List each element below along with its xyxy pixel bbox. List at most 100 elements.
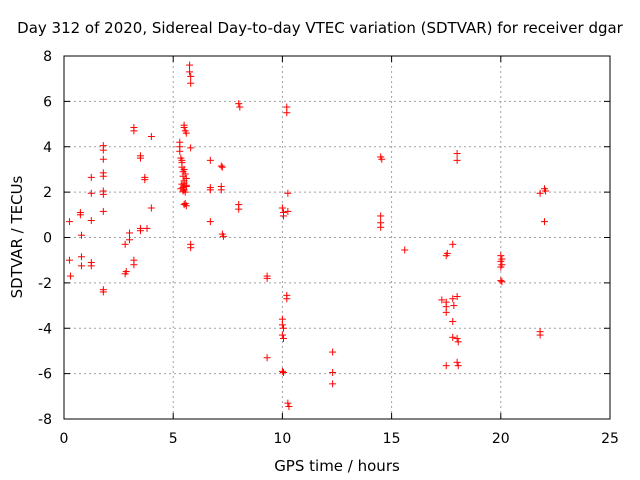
data-point: [454, 362, 462, 370]
data-point: [147, 133, 155, 141]
data-point: [454, 338, 462, 346]
x-tick-label: 10: [273, 431, 291, 447]
data-point: [283, 109, 291, 117]
data-point: [284, 189, 292, 197]
data-point: [218, 163, 226, 171]
x-tick-label: 20: [492, 431, 510, 447]
data-point: [99, 288, 107, 296]
data-point: [329, 368, 337, 376]
data-point: [284, 399, 292, 407]
data-point: [278, 367, 286, 375]
data-point: [438, 296, 446, 304]
y-tick-label: 4: [43, 140, 52, 156]
data-point: [180, 123, 188, 131]
data-point: [99, 207, 107, 215]
data-point: [453, 150, 461, 158]
data-point: [401, 246, 409, 254]
y-tick-label: -8: [38, 412, 52, 428]
data-point: [219, 232, 227, 240]
data-point: [77, 231, 85, 239]
data-point: [279, 334, 287, 342]
x-tick-label: 5: [169, 431, 178, 447]
data-point: [453, 292, 461, 300]
data-point: [279, 212, 287, 220]
y-tick-label: -2: [38, 276, 52, 292]
y-tick-label: 8: [43, 49, 52, 65]
data-point: [65, 218, 73, 226]
data-point: [180, 165, 188, 173]
data-point: [285, 403, 293, 411]
data-point: [498, 278, 506, 286]
data-point: [182, 182, 190, 190]
data-point: [136, 154, 144, 162]
data-point: [206, 186, 214, 194]
data-point: [126, 229, 134, 237]
data-point: [217, 162, 225, 170]
data-points: [65, 61, 550, 411]
data-point: [284, 207, 292, 215]
y-tick-label: 0: [43, 231, 52, 247]
data-point: [442, 362, 450, 370]
data-point: [182, 202, 190, 210]
data-point: [377, 223, 385, 231]
data-point: [186, 61, 194, 69]
data-point: [449, 333, 457, 341]
data-point: [279, 368, 287, 376]
data-point: [278, 321, 286, 329]
data-point: [449, 240, 457, 248]
data-point: [497, 277, 505, 285]
data-point: [77, 262, 85, 270]
grid-lines: [64, 56, 610, 419]
data-point: [147, 204, 155, 212]
x-tick-label: 25: [601, 431, 619, 447]
data-point: [378, 155, 386, 163]
data-point: [77, 253, 85, 261]
data-point: [87, 216, 95, 224]
data-point: [236, 103, 244, 111]
data-point: [182, 175, 190, 183]
y-tick-label: 6: [43, 94, 52, 110]
y-tick-label: -6: [38, 367, 52, 383]
data-point: [99, 155, 107, 163]
data-point: [279, 324, 287, 332]
data-point: [182, 129, 190, 137]
data-point: [87, 173, 95, 181]
data-point: [450, 302, 458, 310]
data-point: [143, 224, 151, 232]
data-point: [87, 189, 95, 197]
x-axis-label: GPS time / hours: [274, 457, 400, 475]
data-point: [453, 156, 461, 164]
data-point: [329, 380, 337, 388]
data-point: [121, 240, 129, 248]
data-point: [449, 317, 457, 325]
data-point: [442, 252, 450, 260]
data-point: [130, 127, 138, 135]
data-point: [99, 172, 107, 180]
axis-ticks: 0 5 10 15 20 25 -8 -6 -4 -2 0 2 4 6 8: [38, 49, 619, 447]
data-point: [76, 211, 84, 219]
data-point: [217, 186, 225, 194]
data-point: [278, 331, 286, 339]
data-point: [67, 272, 75, 280]
data-point: [263, 354, 271, 362]
data-point: [536, 189, 544, 197]
data-point: [542, 187, 550, 195]
plot-frame: [63, 55, 611, 420]
x-tick-label: 0: [60, 431, 69, 447]
data-point: [99, 146, 107, 154]
data-point: [377, 212, 385, 220]
data-point: [263, 274, 271, 282]
data-point: [87, 262, 95, 270]
data-point: [99, 190, 107, 198]
data-point: [235, 205, 243, 213]
data-point: [329, 348, 337, 356]
data-point: [141, 176, 149, 184]
data-point: [442, 308, 450, 316]
data-point: [536, 331, 544, 339]
data-point: [187, 72, 195, 80]
data-point: [453, 334, 461, 342]
data-point: [187, 144, 195, 152]
data-point: [206, 156, 214, 164]
chart-title: Day 312 of 2020, Sidereal Day-to-day VTE…: [17, 19, 623, 37]
